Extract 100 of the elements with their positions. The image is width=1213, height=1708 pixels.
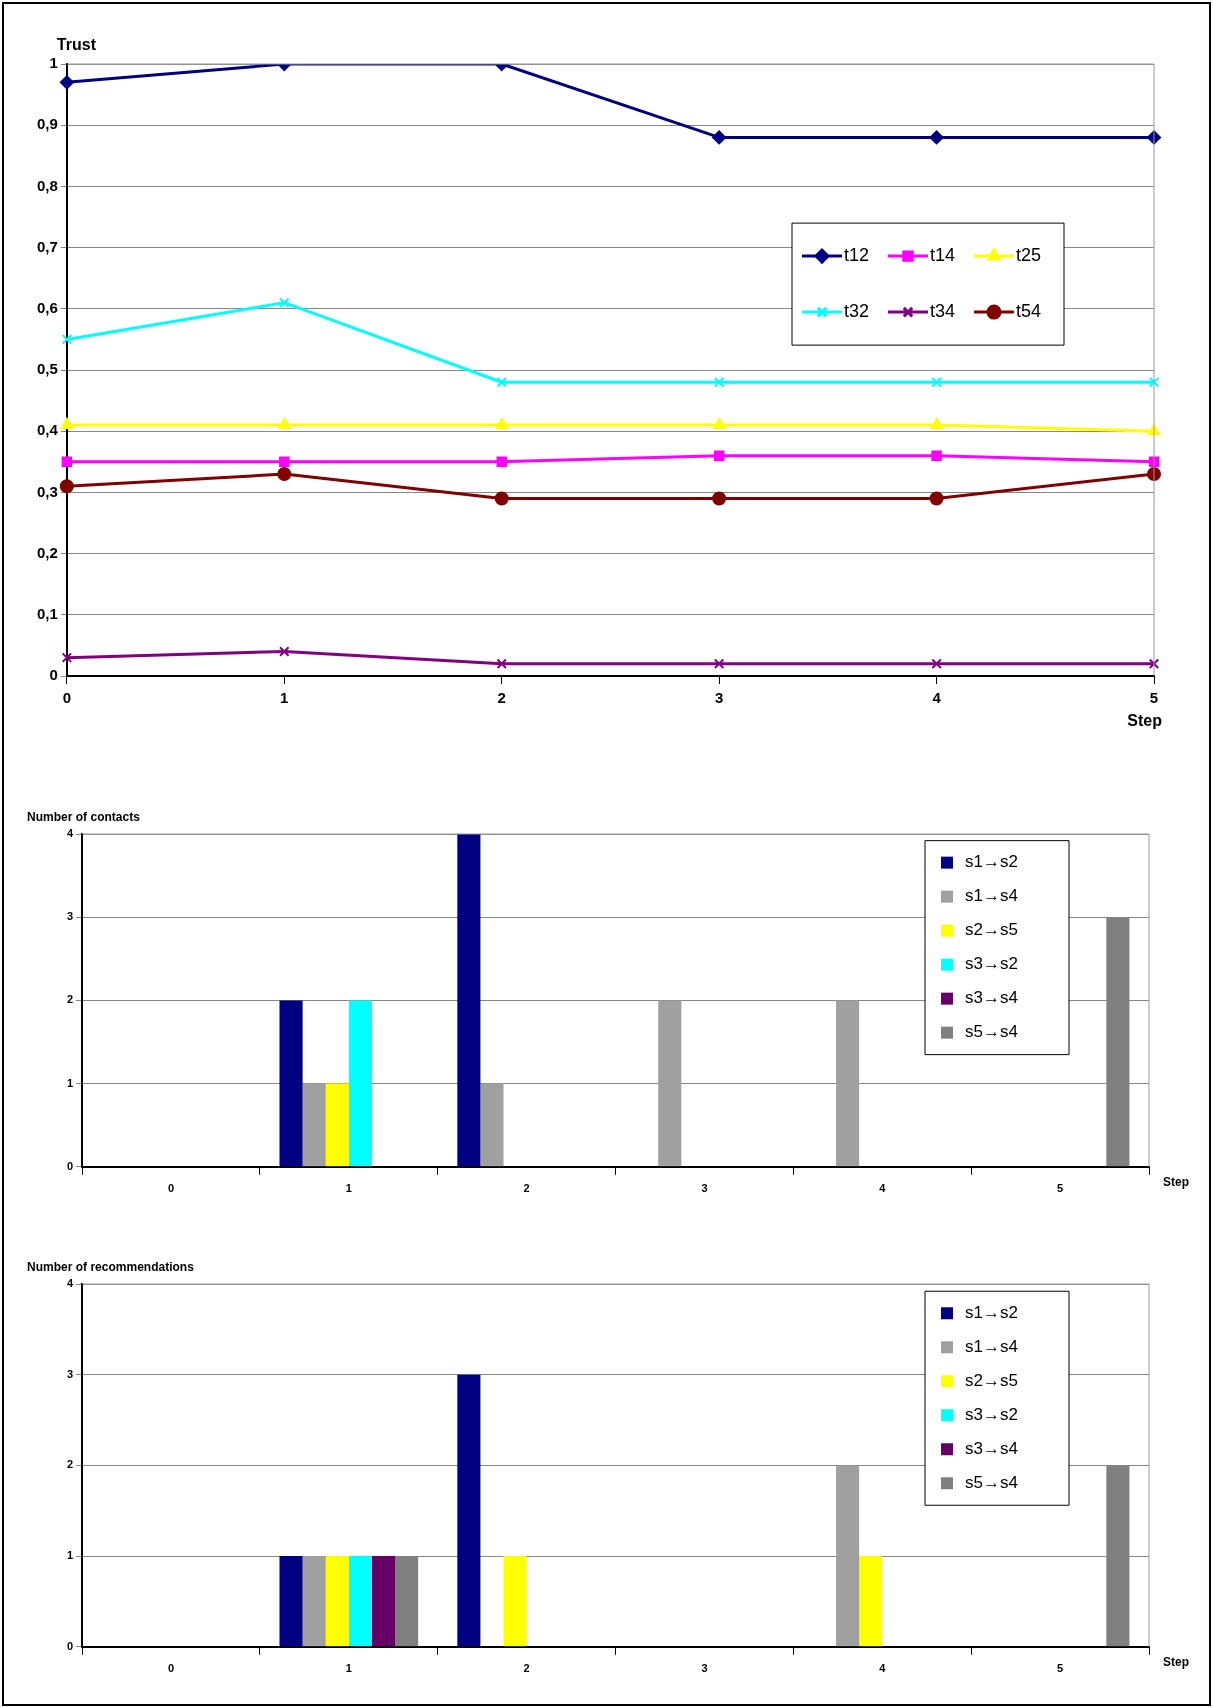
legend-label: s2→s5 <box>965 920 1018 940</box>
legend-label: s3→s4 <box>965 1438 1018 1458</box>
legend-label: s5→s4 <box>965 1022 1018 1042</box>
legend-label: s3→s2 <box>965 954 1018 974</box>
bar <box>302 1556 326 1647</box>
x-axis-title: Step <box>1162 1655 1189 1670</box>
y-tick-label: 0,3 <box>36 482 58 500</box>
legend-label: t25 <box>1016 245 1042 266</box>
x-tick-label: 5 <box>1057 1662 1064 1675</box>
point <box>929 130 944 145</box>
x-tick-label: 5 <box>1149 689 1159 707</box>
point <box>931 450 942 461</box>
y-tick-label: 2 <box>66 1458 74 1471</box>
x-tick-label: 2 <box>497 689 506 707</box>
x-tick-label: 4 <box>879 1182 887 1195</box>
x-tick-label: 4 <box>879 1662 887 1675</box>
point <box>61 334 73 345</box>
point <box>496 377 507 388</box>
point <box>59 75 74 90</box>
y-tick-label: 4 <box>66 827 74 840</box>
y-tick-label: 2 <box>66 993 74 1006</box>
point <box>1148 377 1160 388</box>
point <box>712 418 726 430</box>
y-tick-label: 0 <box>66 1639 74 1652</box>
point <box>1148 658 1160 669</box>
point <box>929 491 944 506</box>
point <box>494 491 509 506</box>
x-tick-label: 4 <box>932 689 942 707</box>
bar <box>325 1556 349 1647</box>
y-tick-label: 0,1 <box>36 604 58 622</box>
point <box>279 456 290 468</box>
bar <box>457 1374 481 1647</box>
bar <box>325 1083 349 1167</box>
y-axis-title: Trust <box>56 36 97 54</box>
point <box>279 646 290 657</box>
bar <box>279 1556 303 1647</box>
legend-label: t12 <box>844 245 870 266</box>
point <box>278 418 291 430</box>
legend-label: s2→s5 <box>965 1370 1018 1390</box>
legend-label: s1→s4 <box>965 886 1018 906</box>
point <box>496 658 507 669</box>
y-tick-label: 1 <box>66 1076 74 1089</box>
x-tick-label: 2 <box>523 1182 530 1195</box>
x-tick-label: 3 <box>701 1662 708 1675</box>
point <box>712 491 727 506</box>
legend-label: s3→s4 <box>965 988 1018 1008</box>
bar <box>836 1000 860 1167</box>
point <box>60 418 74 430</box>
point <box>496 456 507 468</box>
point <box>931 377 942 388</box>
bar <box>480 1083 504 1167</box>
x-axis-title: Step <box>1162 1175 1189 1190</box>
legend-label: s3→s2 <box>965 1404 1018 1424</box>
bar <box>836 1465 860 1647</box>
bar <box>371 1556 396 1647</box>
bar <box>503 1556 527 1647</box>
bar <box>859 1556 883 1647</box>
point <box>59 479 74 494</box>
legend-label: s1→s4 <box>965 1336 1018 1356</box>
y-axis-title: Number of contacts <box>27 810 141 825</box>
bar <box>348 1000 372 1167</box>
bar <box>279 1000 303 1167</box>
point <box>61 652 73 663</box>
point <box>277 467 292 482</box>
y-tick-label: 3 <box>66 910 74 923</box>
point <box>713 377 725 388</box>
bar <box>302 1083 326 1167</box>
x-tick-label: 1 <box>345 1182 352 1195</box>
y-tick-label: 3 <box>66 1367 74 1380</box>
x-tick-label: 0 <box>167 1662 175 1675</box>
x-tick-label: 2 <box>523 1662 530 1675</box>
y-tick-label: 4 <box>66 1277 74 1290</box>
legend-label: t14 <box>930 245 956 266</box>
x-tick-label: 3 <box>701 1182 708 1195</box>
point <box>61 456 73 468</box>
y-tick-label: 0 <box>66 1159 74 1172</box>
point <box>495 418 508 430</box>
x-tick-label: 0 <box>167 1182 175 1195</box>
point <box>931 658 942 669</box>
point <box>713 658 725 669</box>
bar <box>658 1000 682 1167</box>
x-tick-label: 3 <box>714 689 724 707</box>
legend-label: t54 <box>1016 301 1042 322</box>
x-tick-label: 1 <box>345 1662 352 1675</box>
legend-label: t32 <box>844 301 870 322</box>
legend-label: s1→s2 <box>965 852 1018 872</box>
y-tick-label: 0,9 <box>36 115 58 133</box>
point <box>712 130 727 145</box>
y-tick-label: 1 <box>49 54 58 72</box>
point <box>930 418 943 430</box>
point <box>713 450 725 461</box>
y-tick-label: 0,7 <box>36 237 58 255</box>
y-tick-label: 0,5 <box>36 360 58 378</box>
y-axis-title: Number of recommendations <box>27 1260 195 1275</box>
y-tick-label: 1 <box>66 1549 74 1562</box>
bar <box>348 1556 372 1647</box>
x-axis-title: Step <box>1127 712 1163 730</box>
y-tick-label: 0 <box>49 666 58 684</box>
legend-label: s1→s2 <box>965 1302 1018 1322</box>
point <box>279 297 290 308</box>
